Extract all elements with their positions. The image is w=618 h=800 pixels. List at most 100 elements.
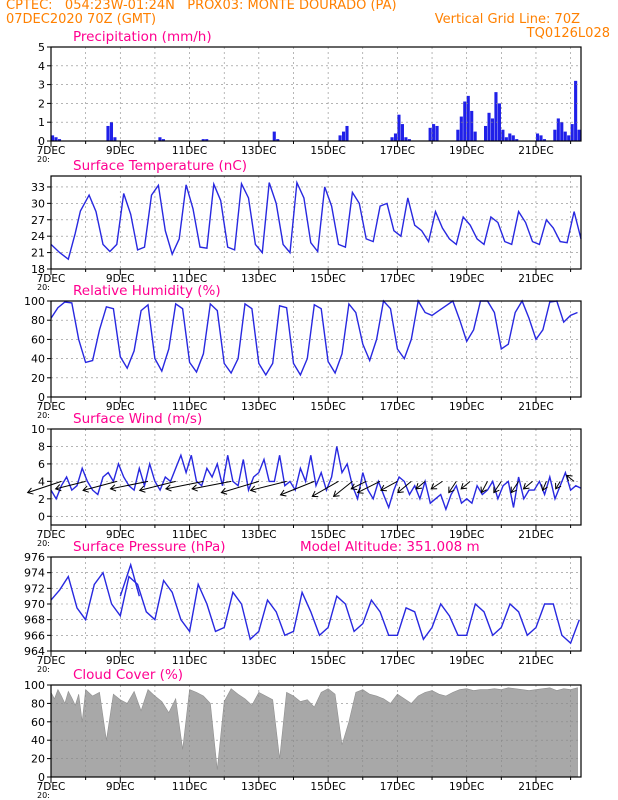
y-tick-label: 21 <box>31 247 45 260</box>
x-tick-label: 19DEC <box>449 273 484 285</box>
x-tick-label: 19DEC <box>449 529 484 541</box>
precip-bar <box>161 139 165 141</box>
panel-frame <box>50 556 582 652</box>
wind-vector <box>397 480 412 493</box>
y-tick-label: 20 <box>31 372 45 385</box>
precip-bar <box>345 125 349 141</box>
precip-bar <box>400 124 404 141</box>
precip-bar <box>435 125 439 141</box>
precip-bar <box>158 137 162 141</box>
wind-arrowhead <box>522 482 530 490</box>
wind-vector <box>542 481 547 491</box>
x-tick-label: 13DEC <box>241 273 276 285</box>
wind-vector <box>280 480 315 496</box>
y-tick-label: 0 <box>38 510 45 523</box>
wind-arrowhead <box>493 486 500 494</box>
panel-temperature: 18 21 24 27 30 33 7DEC 9DEC 11DEC 13DEC 15DEC 17DEC… <box>31 158 582 292</box>
wind-arrowhead <box>191 484 198 492</box>
y-tick-label: 24 <box>31 230 45 243</box>
wind-vector <box>430 480 443 490</box>
precip-bar <box>432 124 436 141</box>
x-tick-label: 17DEC <box>380 145 415 157</box>
humidity-series-line <box>50 299 578 377</box>
y-tick-label: 964 <box>24 645 45 658</box>
wind-vector <box>460 480 471 490</box>
panel-cloud: 0 20 40 60 80 100 7DEC 9DEC 11DEC 13DEC 15DEC 17DEC… <box>24 667 582 800</box>
cloud-title: Cloud Cover (%) <box>73 667 183 683</box>
precip-bar <box>397 114 401 141</box>
wind-arrowhead <box>165 484 172 492</box>
wind-arrowhead <box>480 486 487 494</box>
y-tick-label: 968 <box>24 614 45 627</box>
y-tick-label: 80 <box>31 697 45 710</box>
wind-vector <box>312 480 339 497</box>
y-tick-label: 4 <box>38 60 45 73</box>
x-tick-label: 19DEC <box>449 655 484 667</box>
x-overflow-label: 20: <box>37 283 50 292</box>
x-tick-label: 15DEC <box>310 655 345 667</box>
x-tick-label: 17DEC <box>380 781 415 793</box>
precip-bar <box>201 139 205 141</box>
wind-vector <box>493 481 502 493</box>
wind-vector <box>139 480 176 491</box>
wind-vector <box>415 480 426 490</box>
x-tick-label: 13DEC <box>241 655 276 667</box>
y-tick-label: 974 <box>24 567 45 580</box>
precip-bar <box>272 131 276 141</box>
precip-bar <box>556 118 560 141</box>
wind-title: Surface Wind (m/s) <box>73 411 202 427</box>
pressure-series-line <box>50 571 580 645</box>
panel-precip: 0 1 2 3 4 5 7DEC 9DEC 11DEC 13DEC 15DEC 17DEC 19DEC 2… <box>37 29 582 164</box>
precip-bar <box>54 137 58 141</box>
precip-bar <box>539 135 543 141</box>
precip-bar <box>463 101 467 141</box>
precip-bar <box>563 131 567 141</box>
wind-vector <box>82 480 117 491</box>
y-tick-label: 18 <box>31 263 45 276</box>
humidity-title: Relative Humidity (%) <box>73 283 221 299</box>
wind-arrowhead <box>138 485 146 493</box>
precip-bar <box>57 139 62 141</box>
y-tick-label: 976 <box>24 551 45 564</box>
panel-humidity: 0 20 40 60 80 100 7DEC 9DEC 11DEC 13DEC 15DEC 17DEC… <box>24 283 582 420</box>
y-tick-label: 4 <box>38 475 45 488</box>
x-tick-label: 21DEC <box>518 529 553 541</box>
x-tick-label: 9DEC <box>106 401 135 413</box>
y-tick-label: 2 <box>38 97 45 110</box>
precip-bar <box>390 137 394 141</box>
x-tick-label: 13DEC <box>241 529 276 541</box>
x-tick-label: 19DEC <box>449 781 484 793</box>
panel-pressure: 964 966 968 970 972 974 976 7DEC 9DEC 11DEC 13DEC 1… <box>24 539 582 674</box>
x-tick-label: 15DEC <box>310 273 345 285</box>
precip-bar <box>577 129 581 141</box>
x-tick-label: 11DEC <box>172 401 207 413</box>
wind-vector <box>380 480 398 491</box>
precip-bar <box>515 139 519 141</box>
y-tick-label: 40 <box>31 734 45 747</box>
x-tick-label: 21DEC <box>518 401 553 413</box>
precip-bar <box>567 135 571 141</box>
wind-arrowhead <box>82 485 89 493</box>
panel-frame <box>50 428 582 526</box>
x-tick-label: 9DEC <box>106 145 135 157</box>
x-tick-label: 15DEC <box>310 781 345 793</box>
wind-vector <box>357 480 381 494</box>
precip-bar <box>341 131 346 141</box>
wind-arrowhead <box>555 482 562 490</box>
precip-bar <box>560 122 564 141</box>
x-tick-label: 17DEC <box>380 655 415 667</box>
precip-bar <box>497 103 501 141</box>
precip-bar <box>501 129 505 141</box>
x-tick-label: 17DEC <box>380 401 415 413</box>
header-grid-line: Vertical Grid Line: 70Z <box>434 12 580 27</box>
wind-arrowhead <box>460 482 468 490</box>
x-tick-label: 7DEC <box>37 273 66 285</box>
x-tick-label: 19DEC <box>449 401 484 413</box>
wind-vector <box>165 480 204 490</box>
x-tick-label: 15DEC <box>310 529 345 541</box>
precip-bar <box>484 125 488 141</box>
wind-vector <box>192 480 232 490</box>
x-tick-label: 7DEC <box>37 781 66 793</box>
x-tick-label: 13DEC <box>241 145 276 157</box>
wind-vector <box>333 480 353 497</box>
